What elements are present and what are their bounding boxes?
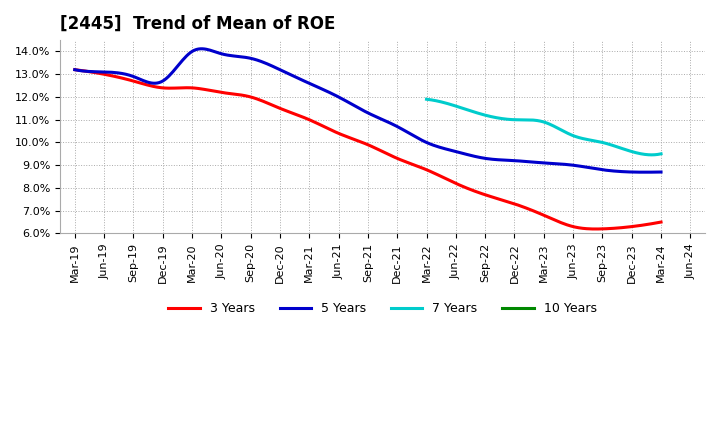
3 Years — [564, 223, 573, 228]
Line: 5 Years: 5 Years — [75, 49, 661, 172]
7 Years — [566, 132, 575, 137]
3 Years — [604, 226, 613, 231]
Text: [2445]  Trend of Mean of ROE: [2445] Trend of Mean of ROE — [60, 15, 336, 33]
7 Years — [562, 130, 570, 135]
Legend: 3 Years, 5 Years, 7 Years, 10 Years: 3 Years, 5 Years, 7 Years, 10 Years — [163, 297, 602, 320]
5 Years — [421, 139, 430, 145]
3 Years — [592, 226, 600, 231]
7 Years — [422, 97, 431, 102]
5 Years — [431, 143, 440, 149]
7 Years — [620, 147, 629, 152]
7 Years — [657, 151, 665, 157]
3 Years — [420, 166, 428, 171]
3 Years — [429, 170, 438, 176]
7 Years — [647, 152, 656, 158]
5 Years — [604, 168, 613, 173]
5 Years — [71, 67, 79, 72]
5 Years — [641, 169, 649, 175]
3 Years — [657, 220, 665, 225]
Line: 7 Years: 7 Years — [426, 99, 661, 155]
5 Years — [73, 67, 81, 73]
Line: 3 Years: 3 Years — [75, 70, 661, 229]
3 Years — [73, 67, 81, 73]
5 Years — [420, 139, 428, 144]
5 Years — [198, 46, 207, 51]
3 Years — [71, 67, 79, 72]
5 Years — [657, 169, 665, 175]
7 Years — [635, 151, 644, 156]
3 Years — [418, 165, 426, 170]
7 Years — [423, 97, 431, 102]
7 Years — [561, 129, 570, 135]
5 Years — [567, 162, 575, 168]
